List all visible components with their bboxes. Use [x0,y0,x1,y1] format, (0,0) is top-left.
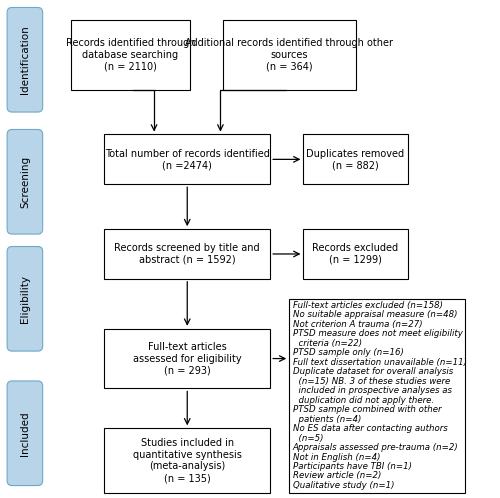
Text: No suitable appraisal measure (n=48): No suitable appraisal measure (n=48) [293,310,458,319]
FancyBboxPatch shape [304,229,408,279]
Text: Participants have TBI (n=1): Participants have TBI (n=1) [293,462,412,471]
Text: PTSD sample only (n=16): PTSD sample only (n=16) [293,348,404,357]
FancyBboxPatch shape [7,129,43,234]
Text: Total number of records identified
(n =2474): Total number of records identified (n =2… [105,148,270,170]
FancyBboxPatch shape [104,428,270,493]
FancyBboxPatch shape [7,7,43,112]
Text: Full-text articles
assessed for eligibility
(n = 293): Full-text articles assessed for eligibil… [133,342,242,375]
Text: criteria (n=22): criteria (n=22) [293,339,362,348]
Text: Review article (n=2): Review article (n=2) [293,472,382,481]
Text: (n=15) NB. 3 of these studies were: (n=15) NB. 3 of these studies were [293,376,450,386]
FancyBboxPatch shape [304,134,408,184]
Text: Records excluded
(n = 1299): Records excluded (n = 1299) [312,243,398,265]
Text: included in prospective analyses as: included in prospective analyses as [293,386,452,395]
Text: Duplicate dataset for overall analysis: Duplicate dataset for overall analysis [293,367,453,376]
FancyBboxPatch shape [223,20,356,90]
Text: Additional records identified through other
sources
(n = 364): Additional records identified through ot… [185,38,393,71]
FancyBboxPatch shape [7,381,43,486]
Text: Records identified through
database searching
(n = 2110): Records identified through database sear… [66,38,195,71]
Text: patients (n=4): patients (n=4) [293,415,362,424]
Text: Qualitative study (n=1): Qualitative study (n=1) [293,481,394,490]
Text: Full text dissertation unavailable (n=11): Full text dissertation unavailable (n=11… [293,358,467,367]
Text: Not criterion A trauma (n=27): Not criterion A trauma (n=27) [293,320,422,329]
Text: Identification: Identification [20,25,30,94]
FancyBboxPatch shape [71,20,190,90]
Text: duplication did not apply there.: duplication did not apply there. [293,396,434,405]
FancyBboxPatch shape [104,329,270,388]
Text: Studies included in
quantitative synthesis
(meta-analysis)
(n = 135): Studies included in quantitative synthes… [133,438,242,483]
FancyBboxPatch shape [7,247,43,351]
Text: PTSD measure does not meet eligibility: PTSD measure does not meet eligibility [293,329,463,338]
Text: No ES data after contacting authors: No ES data after contacting authors [293,424,448,433]
Text: (n=5): (n=5) [293,434,324,443]
Text: Records screened by title and
abstract (n = 1592): Records screened by title and abstract (… [114,243,260,265]
Text: Full-text articles excluded (n=158): Full-text articles excluded (n=158) [293,301,443,310]
Text: PTSD sample combined with other: PTSD sample combined with other [293,405,442,414]
Text: Eligibility: Eligibility [20,275,30,323]
Text: Appraisals assessed pre-trauma (n=2): Appraisals assessed pre-trauma (n=2) [293,443,458,452]
FancyBboxPatch shape [104,229,270,279]
Text: Included: Included [20,411,30,456]
Text: Not in English (n=4): Not in English (n=4) [293,453,380,462]
FancyBboxPatch shape [289,299,465,493]
Text: Duplicates removed
(n = 882): Duplicates removed (n = 882) [306,148,404,170]
Text: Screening: Screening [20,156,30,208]
FancyBboxPatch shape [104,134,270,184]
